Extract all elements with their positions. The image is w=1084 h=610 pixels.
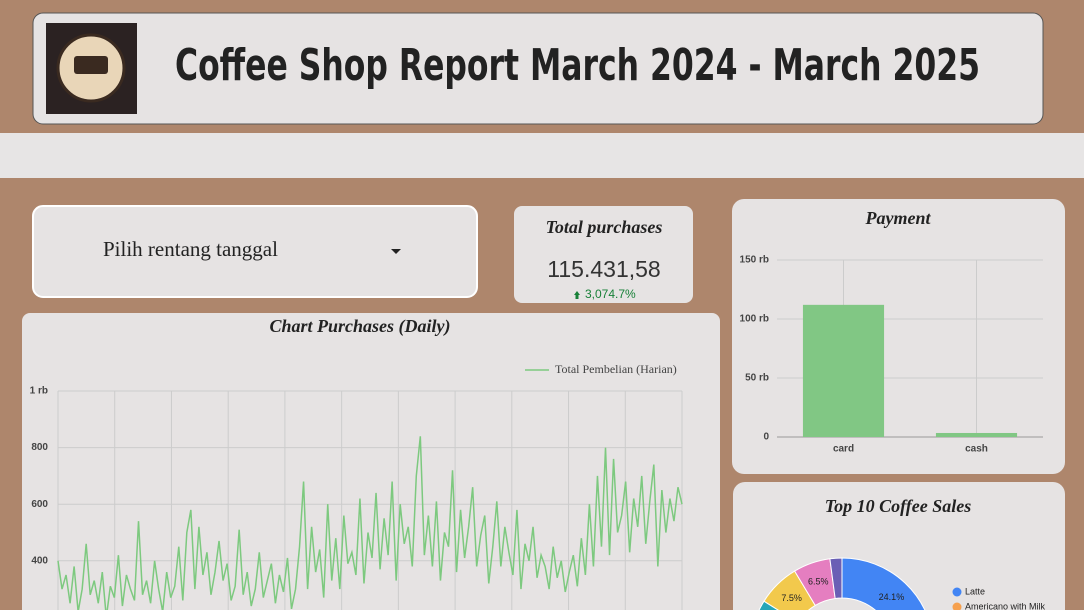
bar xyxy=(802,304,885,437)
chart-title: Top 10 Coffee Sales xyxy=(825,496,972,516)
header-card xyxy=(32,12,1044,125)
x-tick-label: card xyxy=(833,444,854,455)
scorecard-change: 3,074.7% xyxy=(585,287,636,301)
date-picker-label: Pilih rentang tanggal xyxy=(103,237,278,261)
data-line xyxy=(57,436,683,610)
slice-label: 24.1% xyxy=(879,592,905,602)
header-title: Coffee Shop Report March 2024 - March 20… xyxy=(175,40,980,91)
scorecard xyxy=(514,206,693,303)
slice xyxy=(841,557,926,610)
dropdown-arrow[interactable] xyxy=(391,249,401,254)
y-tick-label: 800 xyxy=(31,442,48,453)
chart-title: Chart Purchases (Daily) xyxy=(269,316,450,337)
legend-label: Latte xyxy=(965,586,985,596)
x-tick-label: cash xyxy=(965,444,988,455)
slice xyxy=(758,600,780,610)
slice-label: 7.5% xyxy=(781,593,802,603)
y-tick-label: 600 xyxy=(31,499,48,510)
y-tick-label: 1 rb xyxy=(30,386,48,397)
y-tick-label: 100 rb xyxy=(740,314,769,325)
scorecard-title: Total purchases xyxy=(546,217,663,237)
line-card xyxy=(22,313,720,610)
filter-bar xyxy=(0,133,1084,178)
y-tick-label: 400 xyxy=(31,555,48,566)
line-plot: 02004006008001 rb xyxy=(30,386,683,610)
legend-label: Americano with Milk xyxy=(965,601,1046,610)
payment-card xyxy=(732,199,1065,474)
legend-swatch xyxy=(952,587,962,597)
legend-swatch xyxy=(952,602,962,610)
y-tick-label: 150 rb xyxy=(740,255,769,266)
slice xyxy=(829,557,843,600)
logo-car xyxy=(74,56,108,74)
chart-title: Payment xyxy=(865,208,932,228)
scorecard-value: 115.431,58 xyxy=(547,256,660,282)
date-picker[interactable] xyxy=(32,205,478,298)
slice-label: 6.5% xyxy=(808,576,829,586)
legend-label: Total Pembelian (Harian) xyxy=(555,362,677,376)
bar xyxy=(935,432,1018,437)
up-arrow xyxy=(574,291,580,299)
y-tick-label: 0 xyxy=(763,432,769,443)
y-tick-label: 50 rb xyxy=(745,373,769,384)
